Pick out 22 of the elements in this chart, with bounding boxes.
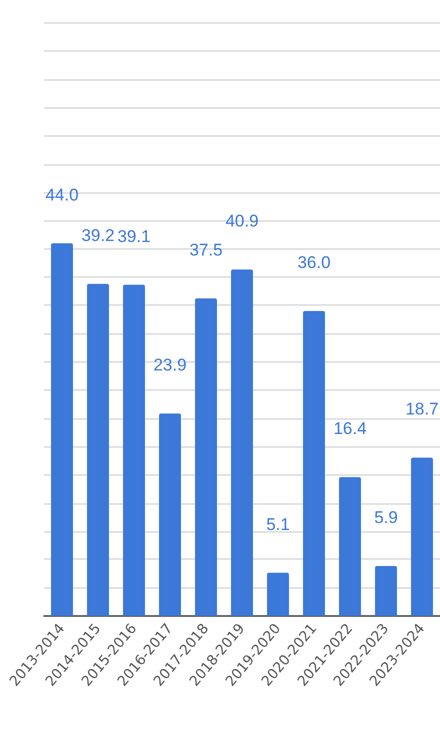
data-label: 16.4 [333, 419, 367, 438]
data-label: 36.0 [297, 253, 331, 272]
data-label: 39.2 [81, 226, 115, 245]
bar [411, 458, 433, 616]
bar [195, 298, 217, 616]
bar [303, 311, 325, 616]
data-label: 40.9 [225, 212, 259, 231]
data-label: 44.0 [45, 185, 79, 204]
data-label: 5.9 [374, 508, 398, 528]
data-label: 5.1 [266, 514, 290, 534]
bar [123, 284, 145, 616]
data-label: 18.7 [405, 400, 439, 419]
bar [231, 270, 253, 616]
data-label: 23.9 [153, 356, 187, 375]
bar [51, 243, 73, 616]
bar [87, 284, 109, 616]
data-label: 37.5 [189, 240, 223, 260]
data-label: 39.1 [117, 226, 151, 246]
bar [159, 414, 181, 616]
bar [267, 572, 289, 616]
bar [375, 566, 397, 616]
bar [339, 477, 361, 616]
